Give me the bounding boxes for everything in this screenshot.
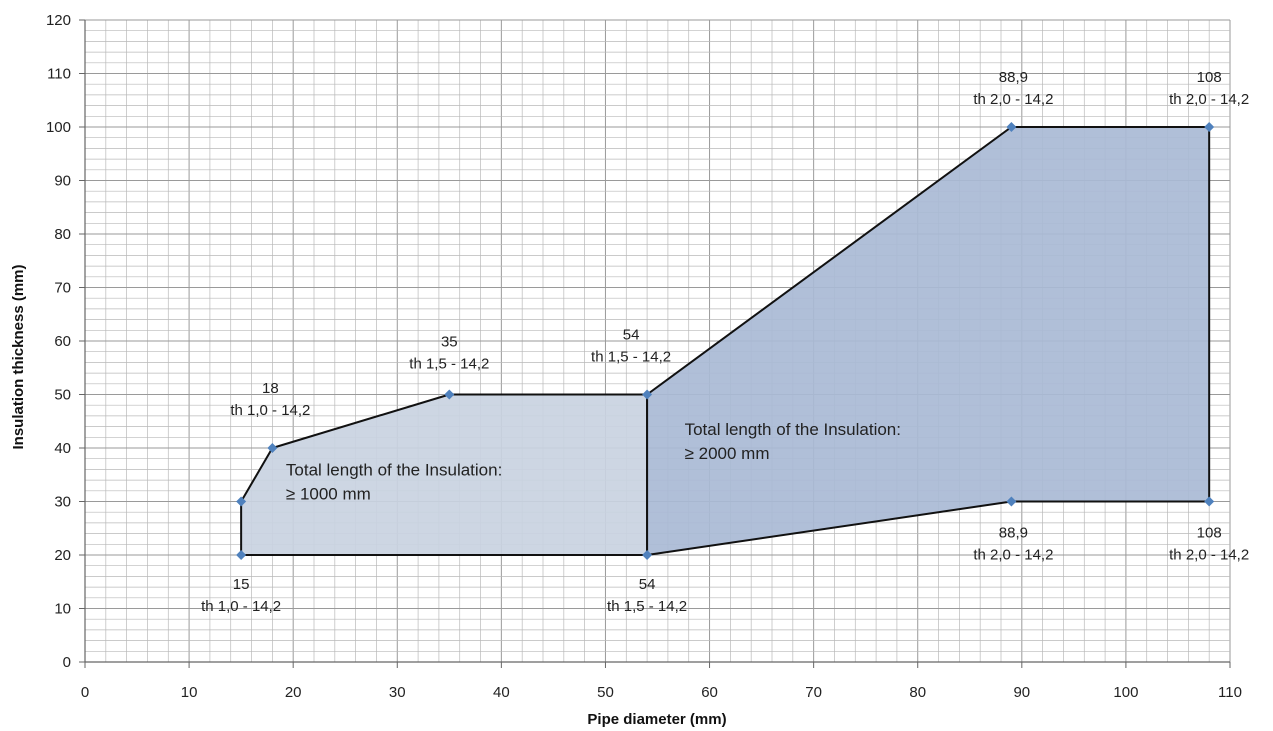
x-tick-label: 60 — [701, 684, 718, 701]
region-1-label: ≥ 1000 mm — [286, 484, 371, 503]
data-point-label: th 2,0 - 14,2 — [973, 547, 1053, 564]
x-tick-label: 10 — [181, 684, 198, 701]
point-labels: Total length of the Insulation: ≥ 1000 mm… — [201, 69, 1249, 615]
x-tick-label: 30 — [389, 684, 406, 701]
region-2-label: Total length of the Insulation: — [685, 420, 901, 439]
data-point-label: th 1,5 - 14,2 — [409, 356, 489, 373]
data-point-label: th 2,0 - 14,2 — [973, 91, 1053, 108]
y-axis-title: Insulation thickness (mm) — [10, 264, 27, 449]
x-tick-label: 0 — [81, 684, 89, 701]
data-point-label: 88,9 — [999, 69, 1028, 86]
y-tick-label: 60 — [54, 333, 71, 350]
data-point-marker — [642, 389, 653, 400]
y-tick-label: 80 — [54, 226, 71, 243]
data-point-marker — [236, 496, 247, 507]
data-point-label: th 1,0 - 14,2 — [230, 402, 310, 419]
data-point-marker — [444, 389, 455, 400]
x-tick-label: 20 — [285, 684, 302, 701]
data-point-marker — [236, 550, 247, 560]
data-point-marker — [1006, 496, 1017, 507]
data-point-label: 18 — [262, 380, 279, 397]
data-point-label: th 1,0 - 14,2 — [201, 598, 281, 615]
x-tick-label: 100 — [1113, 684, 1138, 701]
data-point-label: 88,9 — [999, 525, 1028, 542]
axes: 0 10 20 30 40 50 60 70 80 90 100 110 0 10 20 30 40 50 60 70… — [46, 12, 1242, 701]
x-tick-label: 70 — [805, 684, 822, 701]
data-point-label: 108 — [1197, 525, 1222, 542]
data-point-label: 54 — [639, 576, 656, 593]
data-point-label: th 1,5 - 14,2 — [591, 349, 671, 366]
data-point-label: 35 — [441, 334, 458, 351]
x-tick-label: 110 — [1218, 684, 1242, 701]
y-tick-label: 10 — [54, 601, 71, 618]
y-tick-label: 50 — [54, 387, 71, 404]
data-point-label: th 1,5 - 14,2 — [607, 598, 687, 615]
y-tick-label: 20 — [54, 547, 71, 564]
data-point-label: 15 — [233, 576, 250, 593]
y-tick-label: 0 — [63, 654, 71, 671]
region-1-label: Total length of the Insulation: — [286, 460, 502, 479]
y-tick-label: 70 — [54, 280, 71, 297]
data-point-marker — [642, 550, 653, 560]
y-tick-label: 100 — [46, 119, 71, 136]
data-points — [236, 122, 1215, 560]
data-point-label: 54 — [623, 327, 640, 344]
region-2-label: ≥ 2000 mm — [685, 444, 770, 463]
y-tick-label: 40 — [54, 440, 71, 457]
data-point-label: th 2,0 - 14,2 — [1169, 91, 1249, 108]
y-tick-label: 120 — [46, 12, 71, 29]
data-point-label: th 2,0 - 14,2 — [1169, 547, 1249, 564]
data-point-marker — [1204, 122, 1215, 132]
x-tick-label: 90 — [1013, 684, 1030, 701]
y-tick-label: 90 — [54, 173, 71, 190]
data-point-marker — [1006, 122, 1017, 132]
data-point-marker — [267, 443, 278, 453]
y-tick-label: 30 — [54, 494, 71, 511]
x-axis-title: Pipe diameter (mm) — [587, 711, 726, 728]
data-point-marker — [1204, 496, 1215, 507]
y-tick-label: 110 — [47, 66, 71, 83]
data-point-label: 108 — [1197, 69, 1222, 86]
x-tick-label: 50 — [597, 684, 614, 701]
x-tick-label: 40 — [493, 684, 510, 701]
x-tick-label: 80 — [909, 684, 926, 701]
